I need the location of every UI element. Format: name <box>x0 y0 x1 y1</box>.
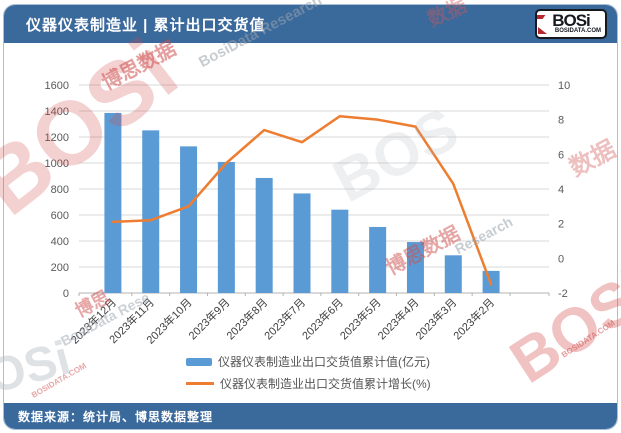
chart-header: 仪器仪表制造业 | 累计出口交货值 BOSi BOSIDATA.COM <box>4 5 617 43</box>
svg-text:200: 200 <box>51 262 69 274</box>
bar-series <box>104 112 500 293</box>
svg-text:6: 6 <box>558 149 564 161</box>
bar-2023年10月 <box>180 146 198 293</box>
svg-text:2023年2月: 2023年2月 <box>450 295 497 342</box>
right-axis-labels: 10 8 6 4 2 0 -2 <box>558 80 570 300</box>
x-axis-labels: 2023年12月2023年11月2023年10月2023年9月2023年8月20… <box>68 295 498 346</box>
x-axis-ticks <box>78 293 550 296</box>
svg-text:2: 2 <box>558 219 564 231</box>
svg-text:1200: 1200 <box>45 132 69 144</box>
svg-text:400: 400 <box>51 236 69 248</box>
logo-site-text: BOSIDATA.COM <box>554 28 601 34</box>
line-series <box>111 114 493 286</box>
svg-text:1400: 1400 <box>45 106 69 118</box>
bar-series-swatch <box>186 357 212 366</box>
svg-text:800: 800 <box>51 184 69 196</box>
combo-chart: 0 200 400 600 800 1000 1200 1400 1600 10 8 6 4 2 0 -2 20… <box>45 80 571 347</box>
svg-text:0: 0 <box>63 288 69 300</box>
source-text: 数据来源：统计局、博思数据整理 <box>18 409 214 424</box>
svg-text:8: 8 <box>558 115 564 127</box>
chart-legend: 仪器仪表制造业出口交货值累计值(亿元) 仪器仪表制造业出口交货值累计增长(%) <box>186 353 431 392</box>
svg-text:1600: 1600 <box>45 80 69 92</box>
bar-2023年9月 <box>217 161 235 293</box>
source-bar: 数据来源：统计局、博思数据整理 <box>4 403 617 429</box>
bar-2023年3月 <box>444 255 462 293</box>
left-axis-labels: 0 200 400 600 800 1000 1200 1400 1600 <box>45 80 69 300</box>
logo-red-slash-icon <box>537 15 546 19</box>
bar-2023年6月 <box>331 209 349 293</box>
legend-item-bar-series: 仪器仪表制造业出口交货值累计值(亿元) <box>186 353 431 370</box>
bar-series-label: 仪器仪表制造业出口交货值累计值(亿元) <box>218 355 430 369</box>
bar-2023年5月 <box>369 226 387 293</box>
svg-text:10: 10 <box>558 80 570 92</box>
svg-text:600: 600 <box>51 210 69 222</box>
bar-2023年7月 <box>293 193 311 293</box>
svg-text:4: 4 <box>558 184 564 196</box>
svg-text:-2: -2 <box>558 288 568 300</box>
bar-2023年8月 <box>255 177 273 293</box>
bosi-logo: BOSi BOSIDATA.COM <box>535 9 607 39</box>
logo-red-triangle-icon <box>538 27 547 34</box>
bar-2023年12月 <box>104 112 122 293</box>
bar-2023年4月 <box>406 242 424 293</box>
chart-title: 仪器仪表制造业 | 累计出口交货值 <box>26 16 266 34</box>
bar-2023年11月 <box>142 130 160 293</box>
logo-wordmark: BOSi <box>552 11 591 30</box>
line-series-label: 仪器仪表制造业出口交货值累计增长(%) <box>220 377 431 391</box>
svg-text:0: 0 <box>558 253 564 265</box>
legend-item-line-series: 仪器仪表制造业出口交货值累计增长(%) <box>186 375 431 392</box>
chart-card: 仪器仪表制造业 | 累计出口交货值 BOSi BOSIDATA.COM 0 200… <box>3 4 618 430</box>
line-series-swatch <box>186 382 214 385</box>
svg-text:1000: 1000 <box>45 158 69 170</box>
